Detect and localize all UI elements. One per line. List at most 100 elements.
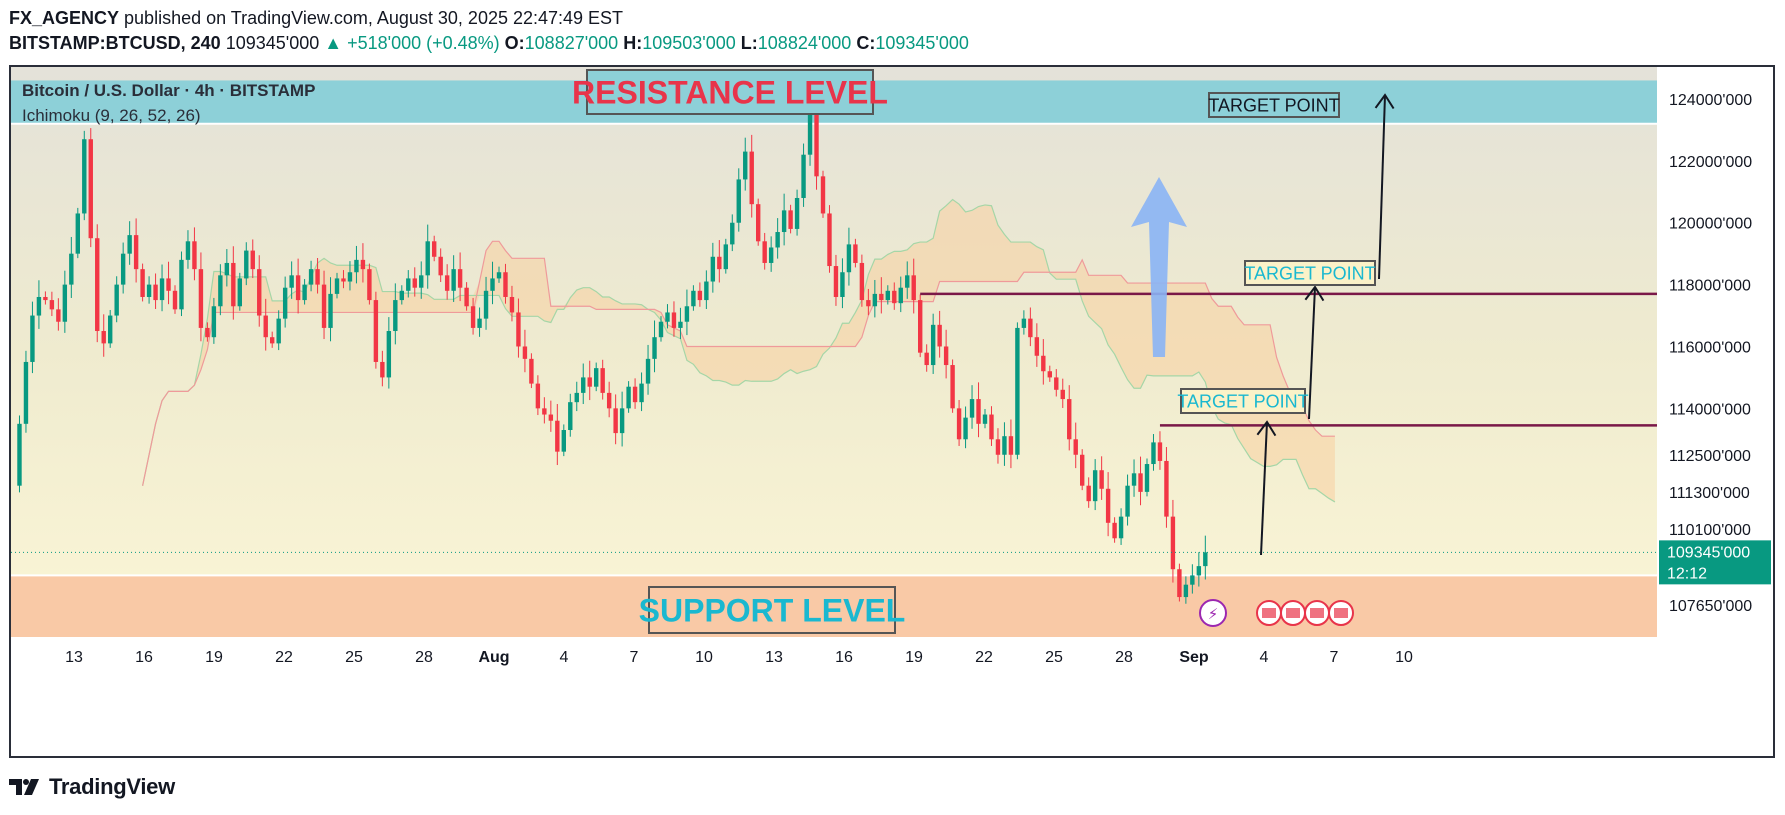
candle-bullish[interactable]: [490, 278, 495, 291]
candle-bearish[interactable]: [192, 241, 197, 270]
candle-bullish[interactable]: [328, 293, 333, 328]
candle-bearish[interactable]: [412, 278, 417, 288]
candle-bearish[interactable]: [464, 287, 469, 307]
candle-bearish[interactable]: [250, 250, 255, 270]
candle-bullish[interactable]: [114, 284, 119, 316]
candle-bullish[interactable]: [496, 272, 502, 279]
candle-bullish[interactable]: [840, 272, 845, 297]
candle-bullish[interactable]: [354, 259, 359, 273]
price-chart[interactable]: RESISTANCE LEVEL SUPPORT LEVEL TARGET POIN…: [11, 67, 1773, 756]
candle-bearish[interactable]: [101, 331, 106, 344]
candle-bearish[interactable]: [172, 290, 178, 310]
candle-bearish[interactable]: [1086, 485, 1091, 502]
candle-bullish[interactable]: [393, 300, 398, 332]
candle-bullish[interactable]: [1203, 552, 1208, 567]
candle-bullish[interactable]: [743, 151, 748, 180]
candle-bullish[interactable]: [801, 154, 806, 198]
tradingview-logo[interactable]: TradingView: [9, 774, 175, 800]
candle-bearish[interactable]: [205, 327, 210, 338]
candle-bearish[interactable]: [444, 275, 450, 291]
candle-bullish[interactable]: [568, 402, 573, 431]
candle-bearish[interactable]: [892, 290, 897, 304]
blue-up-arrow-icon[interactable]: [1131, 177, 1187, 357]
candle-bullish[interactable]: [1092, 470, 1098, 502]
candle-bullish[interactable]: [898, 287, 903, 304]
candle-bullish[interactable]: [159, 278, 165, 301]
candle-bearish[interactable]: [95, 238, 100, 332]
candle-bullish[interactable]: [289, 275, 294, 288]
candle-bullish[interactable]: [1021, 318, 1027, 328]
candle-bearish[interactable]: [749, 151, 754, 205]
candle-bearish[interactable]: [438, 256, 443, 276]
candle-bearish[interactable]: [1054, 377, 1059, 390]
candle-bullish[interactable]: [1151, 442, 1156, 465]
candle-bearish[interactable]: [153, 284, 158, 301]
candle-bearish[interactable]: [1105, 488, 1111, 523]
candle-bearish[interactable]: [587, 377, 592, 387]
candle-bullish[interactable]: [963, 417, 968, 440]
candle-bearish[interactable]: [937, 324, 942, 347]
candle-bullish[interactable]: [594, 368, 599, 387]
candle-bearish[interactable]: [43, 296, 48, 301]
candle-bullish[interactable]: [308, 269, 314, 285]
target-point-lower[interactable]: [1180, 388, 1306, 414]
candle-bearish[interactable]: [380, 361, 385, 378]
candle-bullish[interactable]: [652, 337, 657, 359]
candle-bearish[interactable]: [263, 315, 268, 338]
candle-bearish[interactable]: [529, 358, 534, 384]
candle-bearish[interactable]: [341, 278, 346, 282]
candle-bullish[interactable]: [185, 241, 191, 260]
candle-bullish[interactable]: [211, 306, 217, 338]
candle-bearish[interactable]: [943, 346, 949, 366]
candle-bullish[interactable]: [691, 290, 696, 307]
candle-bullish[interactable]: [684, 306, 690, 322]
candle-bearish[interactable]: [717, 256, 722, 270]
candle-bearish[interactable]: [1047, 371, 1052, 378]
price-axis[interactable]: [1657, 67, 1773, 756]
target-arrow-1[interactable]: [1260, 421, 1268, 556]
candle-bearish[interactable]: [918, 300, 923, 353]
candle-bearish[interactable]: [367, 269, 372, 301]
candle-bearish[interactable]: [600, 368, 605, 393]
candle-bullish[interactable]: [704, 281, 709, 301]
target-point-middle[interactable]: [1244, 260, 1376, 286]
candle-bullish[interactable]: [120, 253, 126, 285]
candle-bullish[interactable]: [1118, 516, 1124, 539]
candle-bullish[interactable]: [386, 331, 392, 378]
candle-bullish[interactable]: [619, 408, 625, 434]
candle-bullish[interactable]: [179, 259, 184, 310]
candle-bullish[interactable]: [282, 287, 288, 319]
candle-bearish[interactable]: [1164, 460, 1169, 517]
candle-bullish[interactable]: [930, 324, 936, 366]
candle-bearish[interactable]: [995, 439, 1001, 455]
candle-bearish[interactable]: [56, 309, 61, 322]
candle-bearish[interactable]: [432, 241, 437, 257]
candle-bullish[interactable]: [406, 278, 411, 291]
candle-bullish[interactable]: [1190, 575, 1195, 585]
candle-bullish[interactable]: [969, 399, 975, 418]
plot-background[interactable]: [11, 67, 1657, 637]
current-price-tag[interactable]: [1659, 540, 1771, 585]
candle-bullish[interactable]: [639, 383, 644, 403]
candle-bearish[interactable]: [315, 269, 320, 285]
candle-bearish[interactable]: [853, 244, 858, 263]
candle-bearish[interactable]: [756, 204, 761, 242]
candle-bullish[interactable]: [581, 377, 586, 393]
candle-bullish[interactable]: [347, 272, 353, 282]
candle-bullish[interactable]: [69, 253, 74, 285]
candle-bearish[interactable]: [1170, 516, 1176, 570]
candle-bearish[interactable]: [879, 293, 884, 301]
symbol-label[interactable]: BITSTAMP:BTCUSD, 240: [9, 33, 221, 53]
lightning-event-icon[interactable]: [1199, 599, 1227, 627]
candle-bullish[interactable]: [425, 241, 430, 276]
candle-bullish[interactable]: [108, 315, 113, 344]
candle-bullish[interactable]: [574, 392, 579, 403]
candle-bearish[interactable]: [1060, 389, 1065, 400]
candle-bearish[interactable]: [555, 420, 560, 452]
candle-bullish[interactable]: [781, 210, 787, 233]
candle-bullish[interactable]: [451, 269, 456, 291]
candle-bearish[interactable]: [270, 337, 275, 344]
candle-bullish[interactable]: [1015, 327, 1020, 455]
candle-bearish[interactable]: [866, 300, 871, 307]
candle-bearish[interactable]: [231, 262, 236, 307]
